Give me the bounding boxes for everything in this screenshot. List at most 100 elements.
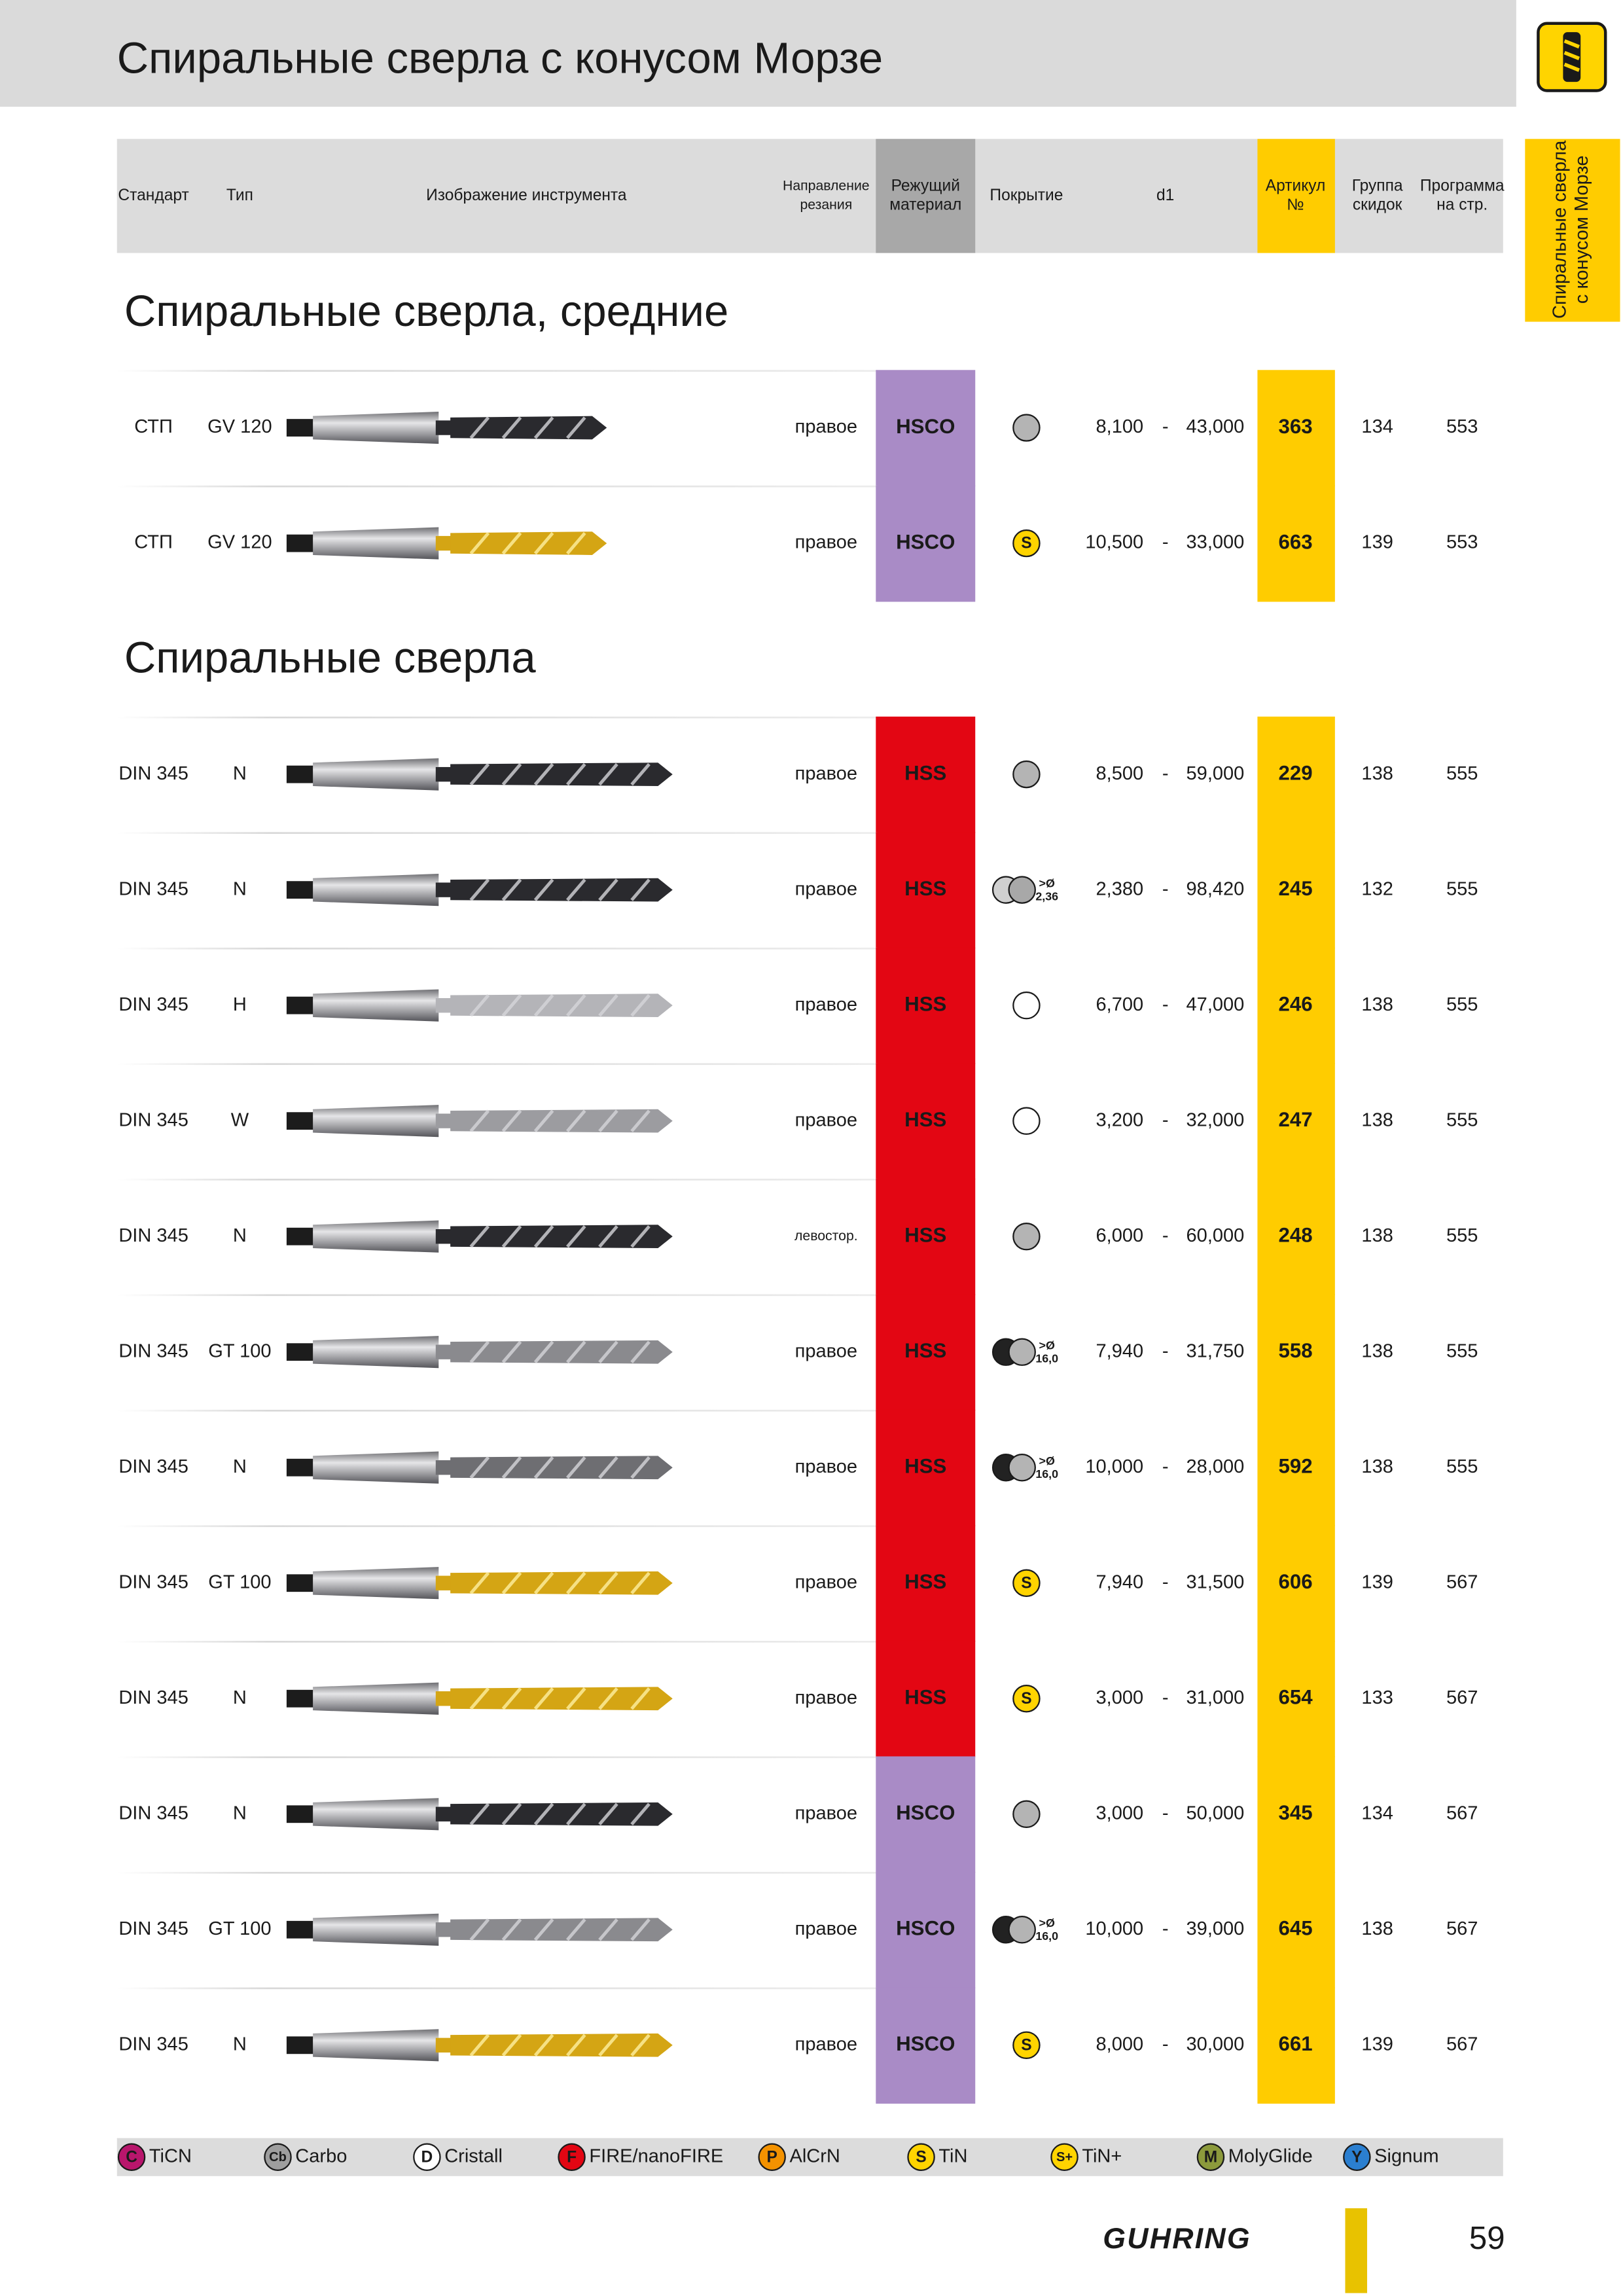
drill-flute bbox=[566, 2034, 586, 2057]
page-ref: 555 bbox=[1446, 763, 1478, 784]
legend-name: TiN bbox=[938, 2145, 967, 2166]
row-separator bbox=[116, 1063, 878, 1066]
legend-code: S bbox=[916, 2148, 926, 2166]
drill-tang bbox=[286, 534, 316, 552]
d1-from: 10,000 bbox=[1085, 1456, 1143, 1477]
row-separator bbox=[116, 1294, 878, 1297]
drill-flute bbox=[469, 1109, 490, 1132]
material: HSCO bbox=[896, 415, 955, 438]
legend-name: Signum bbox=[1374, 2145, 1438, 2166]
coating-icon bbox=[1012, 1107, 1041, 1135]
range-separator: - bbox=[1162, 1340, 1169, 1361]
standard: DIN 345 bbox=[118, 763, 188, 784]
standard: DIN 345 bbox=[118, 1571, 188, 1592]
d1-to: 59,000 bbox=[1186, 763, 1245, 784]
drill-shank bbox=[313, 2029, 439, 2062]
coating-icon bbox=[1008, 1338, 1036, 1366]
range-separator: - bbox=[1162, 1918, 1169, 1939]
drill-flute bbox=[630, 994, 651, 1017]
coating-size: 2,36 bbox=[1035, 890, 1058, 903]
drill-flute bbox=[533, 1340, 554, 1363]
material-cell bbox=[876, 1525, 976, 1642]
group: 138 bbox=[1361, 1456, 1393, 1477]
column-header: резания bbox=[800, 198, 852, 213]
drill-neck bbox=[435, 1691, 454, 1706]
legend-name: MolyGlide bbox=[1228, 2145, 1313, 2166]
drill-flute bbox=[501, 1571, 522, 1594]
column-header: № bbox=[1287, 196, 1304, 213]
column-header: Стандарт bbox=[118, 187, 188, 204]
drill-image bbox=[286, 1451, 673, 1484]
drill-shank bbox=[313, 874, 439, 906]
column-header: Изображение инструмента bbox=[426, 187, 627, 204]
coating-size: 16,0 bbox=[1035, 1352, 1058, 1365]
drill-flute bbox=[566, 994, 586, 1017]
direction: правое bbox=[795, 1456, 857, 1477]
drill-image bbox=[286, 874, 673, 906]
article: 606 bbox=[1278, 1570, 1312, 1593]
coating-icon bbox=[1008, 1916, 1036, 1944]
drill-shank bbox=[313, 758, 439, 791]
drill-neck bbox=[435, 535, 454, 551]
drill-image bbox=[286, 1336, 673, 1369]
drill-flute bbox=[501, 1225, 522, 1248]
drill-image bbox=[286, 527, 607, 560]
coating-note: >Ø bbox=[1039, 1454, 1055, 1467]
logo-icon bbox=[1537, 22, 1607, 92]
drill-flute bbox=[598, 1340, 618, 1363]
article-cell bbox=[1257, 1872, 1335, 1988]
drill-flute bbox=[598, 1803, 618, 1826]
drill-shank bbox=[313, 1105, 439, 1138]
type: N bbox=[233, 1225, 247, 1246]
drill-image bbox=[286, 1567, 673, 1600]
legend-icon bbox=[907, 2143, 935, 2171]
legend-code: Y bbox=[1351, 2148, 1362, 2166]
standard: DIN 345 bbox=[118, 1687, 188, 1708]
d1-to: 43,000 bbox=[1186, 416, 1245, 437]
drill-tang bbox=[286, 1458, 316, 1477]
column-header: Артикул bbox=[1266, 177, 1326, 194]
column-header: Режущий bbox=[891, 177, 960, 194]
d1-from: 8,100 bbox=[1096, 416, 1144, 437]
column-header: на стр. bbox=[1436, 196, 1488, 213]
article: 663 bbox=[1278, 530, 1312, 553]
material: HSS bbox=[904, 1454, 946, 1477]
drill-flute bbox=[630, 1225, 651, 1248]
legend-code: F bbox=[567, 2148, 577, 2166]
article: 592 bbox=[1278, 1454, 1312, 1477]
coating-icon bbox=[1012, 1685, 1041, 1713]
drill-tang bbox=[286, 419, 316, 437]
drill-flute bbox=[501, 1687, 522, 1710]
drill-flute bbox=[630, 1803, 651, 1826]
direction: правое bbox=[795, 1803, 857, 1823]
coating-size: 16,0 bbox=[1035, 1467, 1058, 1480]
direction: правое bbox=[795, 1918, 857, 1939]
drill-flute bbox=[598, 1571, 618, 1594]
material-cell bbox=[876, 370, 976, 486]
article-cell bbox=[1257, 1756, 1335, 1873]
page-ref: 567 bbox=[1446, 1571, 1478, 1592]
type: GV 120 bbox=[207, 532, 272, 553]
group: 138 bbox=[1361, 1918, 1393, 1939]
legend-icon bbox=[758, 2143, 786, 2171]
material-header-bg bbox=[876, 139, 976, 253]
coating-icon bbox=[1012, 1569, 1041, 1597]
coating-icon bbox=[1008, 876, 1036, 904]
drill-flute bbox=[501, 1803, 522, 1826]
material: HSS bbox=[904, 1686, 946, 1709]
range-separator: - bbox=[1162, 2034, 1169, 2054]
d1-to: 33,000 bbox=[1186, 532, 1245, 553]
row-separator bbox=[116, 370, 878, 372]
coating-icon bbox=[1012, 414, 1041, 442]
legend-name: TiN+ bbox=[1082, 2145, 1122, 2166]
d1-from: 8,500 bbox=[1096, 763, 1144, 784]
standard: СТП bbox=[134, 416, 173, 437]
coating-size: 16,0 bbox=[1035, 1929, 1058, 1943]
drill-flute bbox=[598, 1687, 618, 1710]
drill-flute bbox=[469, 1803, 490, 1826]
legend-name: FIRE/nanoFIRE bbox=[589, 2145, 723, 2166]
coating-code: S bbox=[1021, 1574, 1031, 1592]
type: H bbox=[233, 994, 247, 1015]
drill-body bbox=[450, 531, 607, 555]
coating-icon bbox=[1012, 1222, 1041, 1251]
